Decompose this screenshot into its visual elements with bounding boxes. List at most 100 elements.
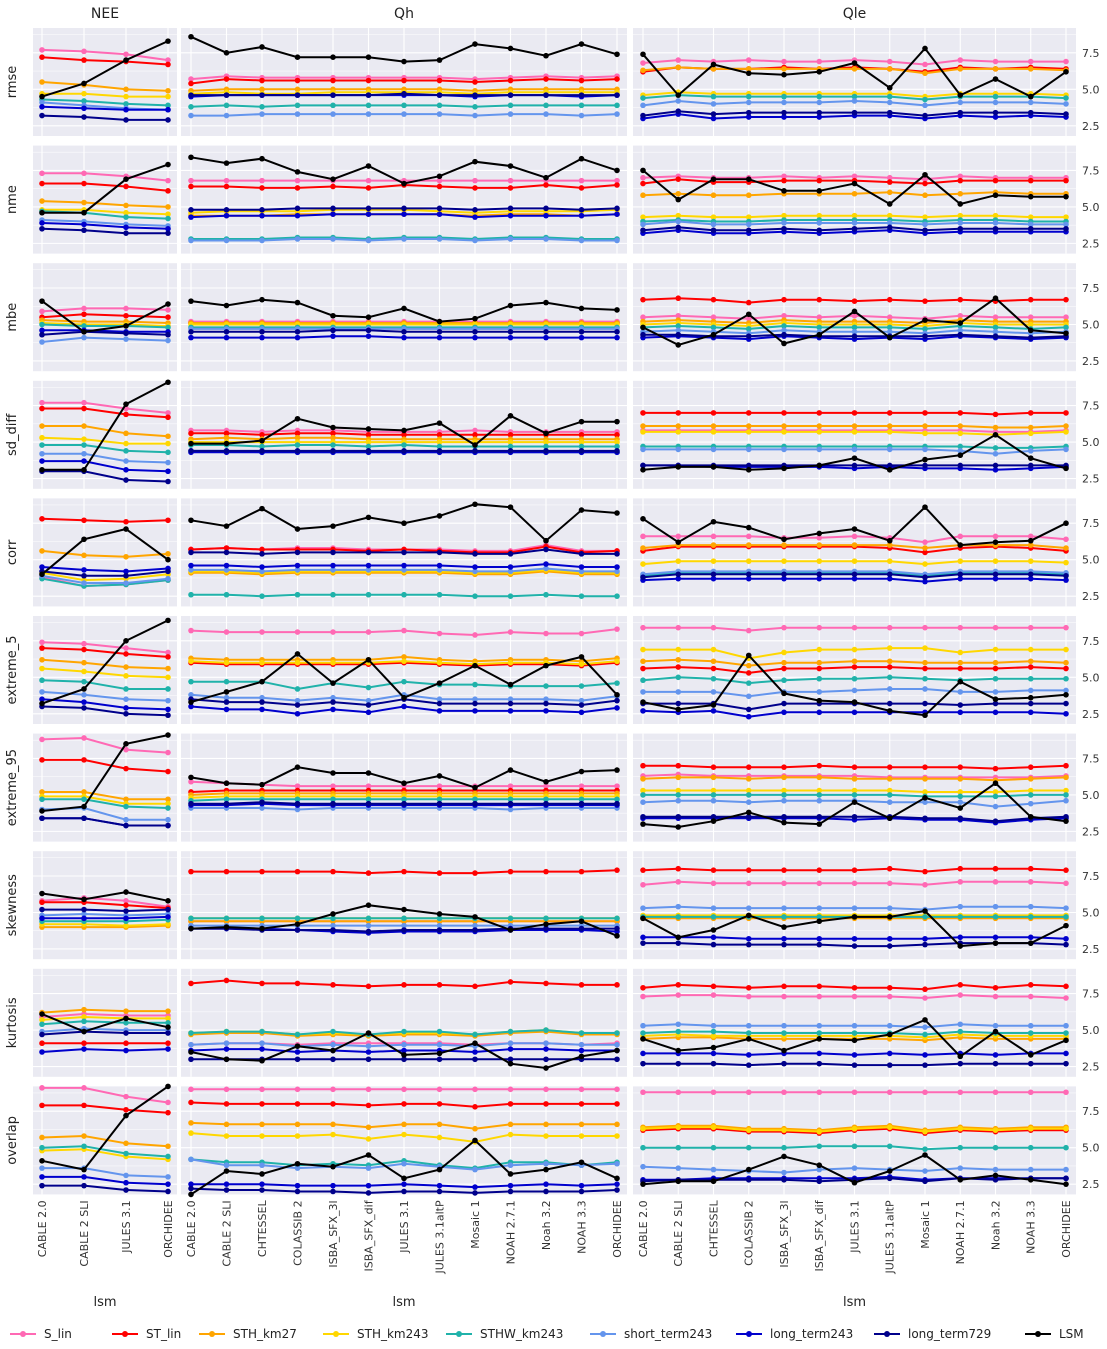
data-point bbox=[1063, 68, 1069, 75]
data-point bbox=[816, 227, 823, 234]
data-point bbox=[922, 881, 928, 888]
data-point bbox=[816, 99, 823, 106]
data-point bbox=[81, 1046, 87, 1052]
data-point bbox=[1063, 429, 1069, 435]
data-point bbox=[472, 328, 478, 335]
data-point bbox=[922, 776, 928, 782]
data-point bbox=[165, 161, 171, 168]
data-point bbox=[1027, 537, 1034, 544]
data-point bbox=[436, 513, 443, 519]
data-point bbox=[886, 664, 893, 670]
data-point bbox=[614, 510, 620, 516]
data-point bbox=[259, 678, 265, 685]
data-point bbox=[1063, 659, 1069, 666]
y-tick-label: 7.5 bbox=[1082, 635, 1100, 648]
data-point bbox=[992, 1127, 999, 1133]
data-point bbox=[123, 93, 129, 100]
data-point bbox=[81, 48, 87, 55]
data-point bbox=[710, 571, 717, 578]
data-point bbox=[710, 1144, 717, 1151]
data-point bbox=[922, 545, 928, 551]
data-point bbox=[543, 334, 549, 341]
data-point bbox=[365, 432, 372, 438]
data-point bbox=[578, 418, 585, 425]
data-point bbox=[675, 64, 682, 71]
data-point bbox=[992, 1177, 999, 1183]
data-point bbox=[223, 440, 230, 447]
data-point bbox=[165, 568, 171, 575]
data-point bbox=[188, 591, 194, 598]
data-point bbox=[259, 86, 265, 93]
data-point bbox=[39, 1182, 45, 1189]
data-point bbox=[123, 1015, 129, 1022]
data-point bbox=[992, 411, 999, 418]
data-point bbox=[992, 212, 999, 219]
data-point bbox=[543, 915, 549, 922]
data-point bbox=[1027, 1022, 1034, 1029]
data-point bbox=[640, 787, 646, 794]
data-point bbox=[223, 699, 230, 705]
data-point bbox=[259, 1086, 265, 1093]
data-point bbox=[507, 102, 514, 109]
series-line-st-lin bbox=[42, 1104, 169, 1114]
data-point bbox=[123, 176, 129, 182]
series-line-s-lin bbox=[41, 1012, 168, 1018]
data-point bbox=[781, 93, 787, 100]
data-point bbox=[640, 1089, 646, 1096]
data-point bbox=[781, 71, 787, 78]
data-point bbox=[957, 1125, 964, 1132]
legend-label: S_lin bbox=[44, 1327, 72, 1341]
data-point bbox=[992, 709, 999, 716]
data-point bbox=[294, 448, 301, 454]
data-point bbox=[816, 905, 823, 911]
data-point bbox=[401, 102, 407, 109]
data-point bbox=[781, 423, 787, 429]
data-point bbox=[472, 1190, 478, 1196]
data-point bbox=[223, 1056, 230, 1063]
data-point bbox=[745, 813, 752, 820]
data-point bbox=[614, 1086, 620, 1093]
data-point bbox=[259, 1162, 265, 1169]
data-point bbox=[165, 796, 171, 803]
data-point bbox=[165, 324, 171, 331]
data-point bbox=[640, 689, 646, 695]
data-point bbox=[165, 686, 171, 692]
data-point bbox=[507, 767, 514, 773]
data-point bbox=[365, 1086, 372, 1093]
data-point bbox=[578, 796, 585, 803]
data-point bbox=[851, 914, 858, 920]
y-tick-label: 5.0 bbox=[1082, 671, 1100, 684]
data-point bbox=[1063, 762, 1069, 769]
data-point bbox=[123, 230, 129, 236]
data-point bbox=[259, 155, 265, 162]
data-point bbox=[165, 440, 171, 447]
data-point bbox=[543, 92, 549, 98]
data-point bbox=[745, 880, 752, 887]
data-point bbox=[851, 410, 858, 416]
data-point bbox=[472, 696, 478, 702]
data-point bbox=[851, 1143, 858, 1150]
data-point bbox=[259, 706, 265, 713]
series-line-long-term243 bbox=[41, 566, 169, 573]
data-point bbox=[165, 1083, 171, 1090]
x-tick-label: JULES 3.1altP bbox=[884, 1200, 897, 1274]
data-point bbox=[710, 423, 717, 429]
data-point bbox=[851, 180, 858, 187]
data-point bbox=[1063, 1037, 1069, 1044]
data-point bbox=[294, 562, 301, 569]
data-point bbox=[401, 520, 407, 527]
data-point bbox=[922, 549, 928, 556]
data-point bbox=[957, 934, 964, 941]
data-point bbox=[781, 924, 787, 930]
data-point bbox=[123, 401, 129, 407]
series-line-lsm bbox=[41, 619, 169, 705]
data-point bbox=[123, 822, 129, 829]
data-point bbox=[851, 764, 858, 770]
data-point bbox=[472, 177, 478, 184]
data-point bbox=[294, 710, 301, 717]
data-point bbox=[188, 800, 194, 807]
data-point bbox=[710, 221, 717, 228]
data-point bbox=[165, 732, 171, 738]
data-point bbox=[1027, 700, 1034, 707]
data-point bbox=[330, 591, 336, 598]
